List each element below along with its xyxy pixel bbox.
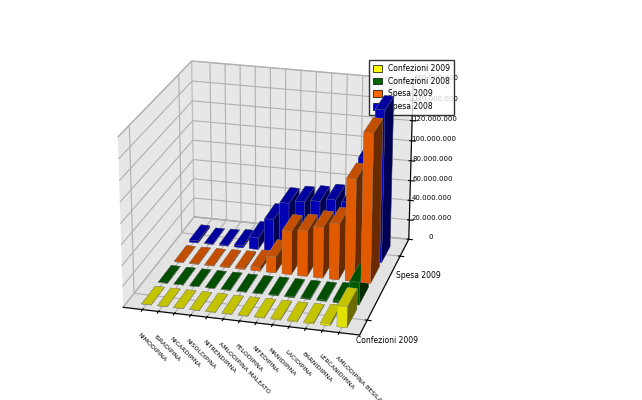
Legend: Confezioni 2009, Confezioni 2008, Spesa 2009, Spesa 2008: Confezioni 2009, Confezioni 2008, Spesa …: [369, 60, 454, 115]
